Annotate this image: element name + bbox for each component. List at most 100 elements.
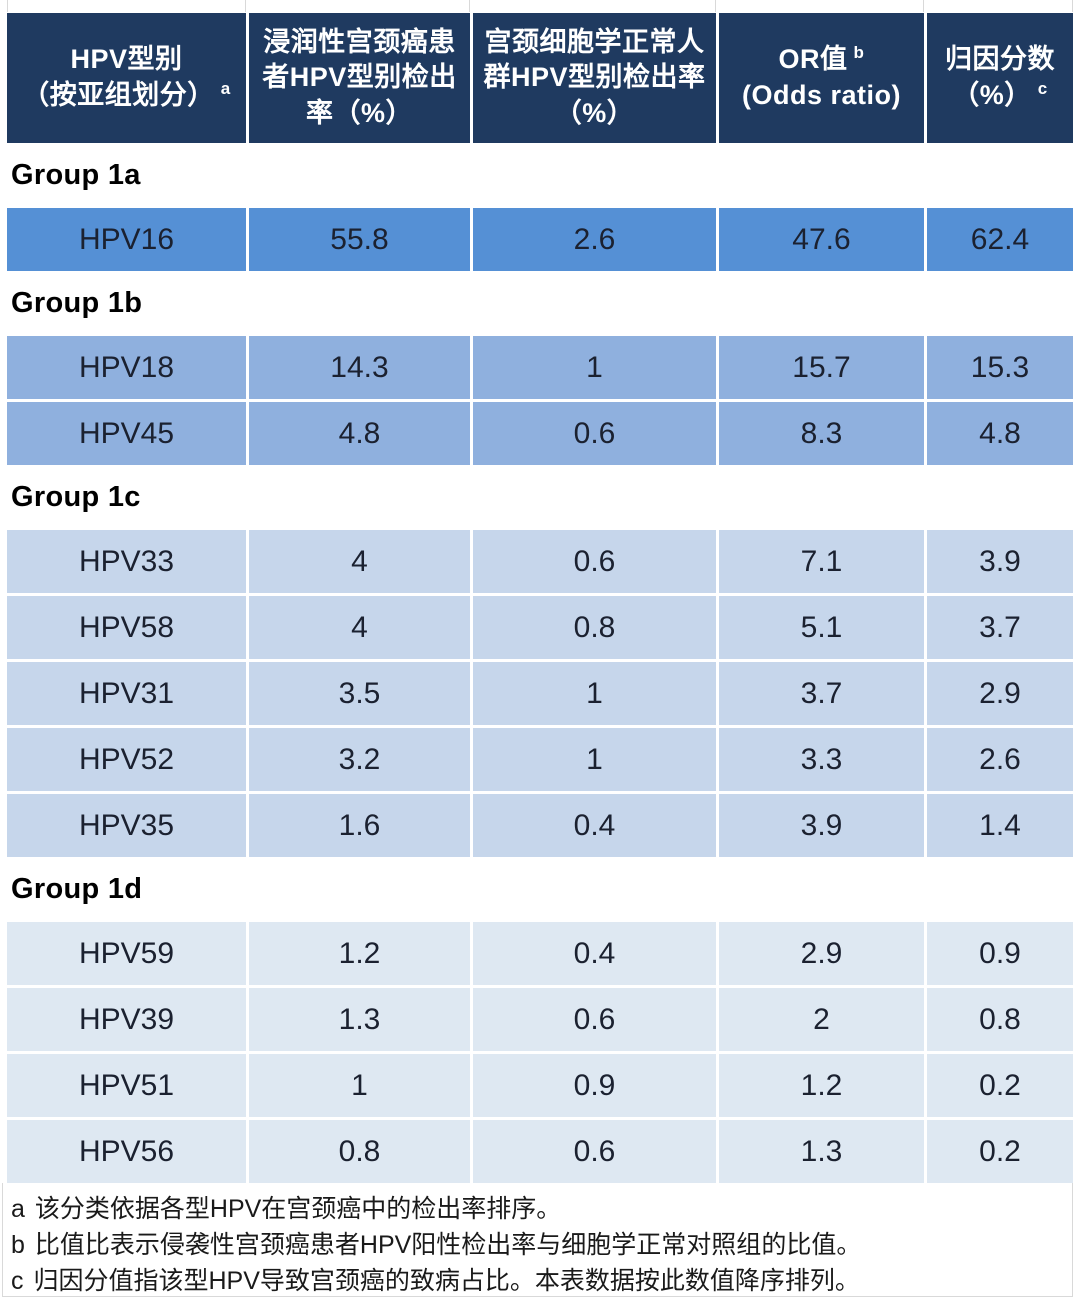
table-row-hpv56: HPV56 0.8 0.6 1.3 0.2 <box>7 1120 1073 1183</box>
value-cell: 1.3 <box>249 988 470 1051</box>
footnote-text: 归因分值指该型HPV导致宫颈癌的致病占比。本表数据按此数值降序排列。 <box>33 1267 860 1295</box>
group-band-group-1c: Group 1c <box>7 465 1073 530</box>
footnote-marker: c <box>11 1267 24 1295</box>
value-cell: 1.3 <box>719 1120 924 1183</box>
hpv-type-cell: HPV45 <box>7 402 246 465</box>
grid-strip-cell <box>719 0 924 12</box>
hpv-type-cell: HPV39 <box>7 988 246 1051</box>
grid-strip-cell <box>473 0 716 12</box>
column-header-3: 宫颈细胞学正常人 群HPV型别检出率 （%） <box>473 13 716 143</box>
column-header-line: (Odds ratio) <box>742 80 901 110</box>
table-row-hpv59: HPV59 1.2 0.4 2.9 0.9 <box>7 922 1073 985</box>
hpv-type-cell: HPV31 <box>7 662 246 725</box>
footnote-b: b 比值比表示侵袭性宫颈癌患者HPV阳性检出率与细胞学正常对照组的比值。 <box>11 1227 1072 1263</box>
table-row-hpv16: HPV16 55.8 2.6 47.6 62.4 <box>7 208 1073 271</box>
value-cell: 2.9 <box>927 662 1073 725</box>
value-cell: 15.3 <box>927 336 1073 399</box>
value-cell: 3.9 <box>719 794 924 857</box>
group-rows: HPV33 4 0.6 7.1 3.9 HPV58 4 0.8 5.1 3.7 HPV31 3.5 1 3… <box>7 530 1073 857</box>
value-cell: 2.9 <box>719 922 924 985</box>
group-label: Group 1d <box>11 873 143 905</box>
column-header-line: （%） c <box>952 79 1048 110</box>
value-cell: 1.4 <box>927 794 1073 857</box>
table-row-hpv18: HPV18 14.3 1 15.7 15.3 <box>7 336 1073 399</box>
value-cell: 0.6 <box>473 988 716 1051</box>
value-cell: 14.3 <box>249 336 470 399</box>
group-band-group-1d: Group 1d <box>7 857 1073 922</box>
value-cell: 0.6 <box>473 402 716 465</box>
footnote-text: 该分类依据各型HPV在宫颈癌中的检出率排序。 <box>34 1195 562 1223</box>
value-cell: 62.4 <box>927 208 1073 271</box>
column-header-line: 者HPV型别检出 <box>262 62 457 93</box>
hpv-type-cell: HPV52 <box>7 728 246 791</box>
footnote-marker: b <box>11 1231 25 1259</box>
hpv-type-cell: HPV16 <box>7 208 246 271</box>
table-row-hpv51: HPV51 1 0.9 1.2 0.2 <box>7 1054 1073 1117</box>
value-cell: 3.7 <box>719 662 924 725</box>
value-cell: 0.4 <box>473 922 716 985</box>
column-header-5: 归因分数 （%） c <box>927 13 1073 143</box>
column-header-line: （%） <box>554 97 635 128</box>
table-row-hpv52: HPV52 3.2 1 3.3 2.6 <box>7 728 1073 791</box>
grid-strip-cell <box>249 0 470 12</box>
footnote-a: a 该分类依据各型HPV在宫颈癌中的检出率排序。 <box>11 1191 1072 1227</box>
value-cell: 1.2 <box>719 1054 924 1117</box>
group-band-group-1b: Group 1b <box>7 271 1073 336</box>
value-cell: 1 <box>473 662 716 725</box>
hpv-type-cell: HPV56 <box>7 1120 246 1183</box>
column-header-line: OR值 b <box>778 43 865 75</box>
column-header-4: OR值 b (Odds ratio) <box>719 13 924 143</box>
footnote-c: c 归因分值指该型HPV导致宫颈癌的致病占比。本表数据按此数值降序排列。 <box>11 1263 1072 1299</box>
column-header-line: 宫颈细胞学正常人 <box>484 26 705 57</box>
value-cell: 0.8 <box>927 988 1073 1051</box>
group-rows: HPV59 1.2 0.4 2.9 0.9 HPV39 1.3 0.6 2 0.8 HPV51 1 0.… <box>7 922 1073 1183</box>
hpv-type-cell: HPV18 <box>7 336 246 399</box>
group-label: Group 1a <box>11 159 141 191</box>
value-cell: 3.5 <box>249 662 470 725</box>
table-row-hpv58: HPV58 4 0.8 5.1 3.7 <box>7 596 1073 659</box>
value-cell: 0.2 <box>927 1120 1073 1183</box>
table-row-hpv35: HPV35 1.6 0.4 3.9 1.4 <box>7 794 1073 857</box>
value-cell: 47.6 <box>719 208 924 271</box>
value-cell: 8.3 <box>719 402 924 465</box>
value-cell: 4.8 <box>927 402 1073 465</box>
grid-strip-cell <box>927 0 1073 12</box>
value-cell: 0.4 <box>473 794 716 857</box>
table-body: Group 1a HPV16 55.8 2.6 47.6 62.4 Group 1b HPV1… <box>7 143 1073 1183</box>
value-cell: 1.2 <box>249 922 470 985</box>
value-cell: 0.9 <box>473 1054 716 1117</box>
value-cell: 3.2 <box>249 728 470 791</box>
value-cell: 1.6 <box>249 794 470 857</box>
hpv-type-cell: HPV35 <box>7 794 246 857</box>
value-cell: 7.1 <box>719 530 924 593</box>
value-cell: 5.1 <box>719 596 924 659</box>
table-footnotes: a 该分类依据各型HPV在宫颈癌中的检出率排序。 b 比值比表示侵袭性宫颈癌患者HPV… <box>2 1183 1073 1297</box>
table-row-hpv39: HPV39 1.3 0.6 2 0.8 <box>7 988 1073 1051</box>
value-cell: 2.6 <box>473 208 716 271</box>
column-header-line: 率（%） <box>305 97 413 128</box>
table-row-hpv45: HPV45 4.8 0.6 8.3 4.8 <box>7 402 1073 465</box>
column-header-line: （按亚组划分） a <box>22 79 231 110</box>
value-cell: 2.6 <box>927 728 1073 791</box>
column-header-line: 归因分数 <box>945 44 1055 75</box>
value-cell: 55.8 <box>249 208 470 271</box>
group-label: Group 1b <box>11 287 143 319</box>
value-cell: 1 <box>473 336 716 399</box>
column-header-line: 群HPV型别检出率 <box>483 62 706 93</box>
value-cell: 0.8 <box>473 596 716 659</box>
value-cell: 4 <box>249 530 470 593</box>
column-header-1: HPV型别 （按亚组划分） a <box>7 13 246 143</box>
group-label: Group 1c <box>11 481 141 513</box>
value-cell: 0.8 <box>249 1120 470 1183</box>
footnote-marker: a <box>11 1195 25 1223</box>
value-cell: 0.2 <box>927 1054 1073 1117</box>
group-band-group-1a: Group 1a <box>7 143 1073 208</box>
hpv-table: HPV型别 （按亚组划分） a 浸润性宫颈癌患 者HPV型别检出 率（%） 宫颈细胞学正常人… <box>7 0 1073 1183</box>
value-cell: 0.9 <box>927 922 1073 985</box>
table-header-row: HPV型别 （按亚组划分） a 浸润性宫颈癌患 者HPV型别检出 率（%） 宫颈细胞学正常人… <box>7 13 1073 143</box>
footnote-marker-superscript: a <box>220 79 231 98</box>
footnote-marker-superscript: c <box>1037 79 1048 98</box>
table-row-hpv31: HPV31 3.5 1 3.7 2.9 <box>7 662 1073 725</box>
hpv-type-cell: HPV33 <box>7 530 246 593</box>
top-grid-strip <box>7 0 1073 12</box>
